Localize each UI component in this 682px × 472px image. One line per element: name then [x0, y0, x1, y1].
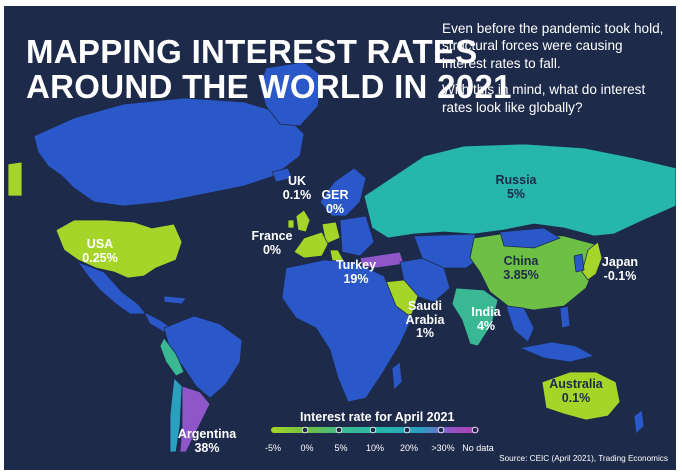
country-canada [33, 97, 305, 207]
country-eurozone [293, 231, 329, 259]
country-rate: 19% [343, 271, 369, 286]
legend-tick: 10% [365, 443, 385, 453]
country-name: Argentina [177, 427, 237, 441]
country-name: Russia [495, 173, 537, 187]
country-russia [363, 143, 676, 239]
country-name: Japan [601, 255, 639, 269]
label-russia: Russia 5% [495, 173, 537, 201]
legend-marker [301, 426, 309, 434]
country-japan [581, 241, 603, 281]
country-mongolia [499, 227, 561, 249]
country-korea [573, 253, 585, 273]
page-title: MAPPING INTEREST RATES AROUND THE WORLD … [26, 33, 512, 105]
country-caribbean [163, 295, 187, 305]
country-rate: 3.85% [503, 267, 539, 282]
label-australia: Australia 0.1% [549, 377, 603, 405]
country-australia [541, 371, 621, 421]
country-philippines [559, 305, 571, 329]
country-name: Turkey [335, 258, 377, 272]
legend-marker [471, 426, 479, 434]
country-rate: 5% [506, 186, 526, 201]
source-note: Source: CEIC (April 2021), Trading Econo… [499, 454, 668, 463]
country-name: USA [86, 237, 114, 251]
country-rate: 0.1% [561, 390, 591, 405]
country-scandinavia [319, 167, 367, 217]
legend-marker [369, 426, 377, 434]
country-se-asia [505, 305, 535, 343]
legend-marker [437, 426, 445, 434]
legend-title: Interest rate for April 2021 [300, 410, 455, 424]
country-central-asia [413, 233, 485, 269]
country-rate: 38% [194, 440, 220, 455]
country-name: India [471, 305, 501, 319]
intro-paragraph-2: With this in mind, what do interest rate… [442, 82, 646, 115]
country-madagascar [391, 361, 403, 391]
legend-tick: -5% [264, 443, 282, 453]
label-france: France 0% [251, 229, 293, 257]
country-rate: 0.1% [282, 187, 312, 202]
world-map [7, 61, 676, 453]
label-uk: UK 0.1% [282, 174, 312, 202]
legend-tick: 0% [300, 443, 314, 453]
legend-tick: 5% [334, 443, 348, 453]
country-rate: 1% [415, 326, 435, 340]
country-argentina [179, 385, 211, 453]
label-saudi-arabia: Saudi Arabia 1% [403, 299, 447, 341]
country-ireland [287, 219, 295, 229]
country-rate: 0% [262, 242, 282, 257]
country-eastern-europe [339, 215, 375, 257]
legend-tick: >30% [431, 443, 455, 453]
country-name: GER [321, 188, 349, 202]
country-mexico [77, 261, 147, 315]
legend-marker [335, 426, 343, 434]
country-name: China [503, 254, 539, 268]
label-turkey: Turkey 19% [335, 258, 377, 286]
country-uk [295, 209, 311, 233]
country-name: Australia [549, 377, 603, 391]
label-india: India 4% [471, 305, 501, 333]
country-rate: 4% [476, 318, 496, 333]
label-germany: GER 0% [321, 188, 349, 216]
label-usa: USA 0.25% [82, 237, 118, 265]
legend-tick: 20% [399, 443, 419, 453]
country-name: France [251, 229, 293, 243]
country-rate: 0% [325, 201, 345, 216]
country-usa [55, 219, 183, 279]
country-greenland [259, 61, 323, 127]
country-new-zealand [633, 409, 645, 435]
legend-tick: No data [462, 443, 494, 453]
label-china: China 3.85% [503, 254, 539, 282]
infographic: MAPPING INTEREST RATES AROUND THE WORLD … [4, 6, 676, 470]
country-name: Saudi Arabia [405, 299, 445, 327]
country-rate: -0.1% [603, 268, 637, 283]
intro-paragraph-1: Even before the pandemic took hold, stru… [442, 21, 664, 71]
country-india [451, 287, 499, 347]
country-africa [281, 259, 413, 403]
country-peru [159, 337, 185, 377]
label-japan: Japan -0.1% [601, 255, 639, 283]
country-iceland [271, 167, 293, 183]
country-rate: 0.25% [82, 250, 118, 265]
intro-text: Even before the pandemic took hold, stru… [442, 20, 670, 125]
country-indonesia [519, 341, 595, 363]
country-turkey [359, 251, 405, 269]
legend-color-bar [271, 426, 479, 434]
country-name: UK [287, 174, 307, 188]
label-argentina: Argentina 38% [177, 427, 237, 455]
country-alaska [7, 161, 23, 197]
legend-marker [403, 426, 411, 434]
country-china [469, 231, 597, 311]
